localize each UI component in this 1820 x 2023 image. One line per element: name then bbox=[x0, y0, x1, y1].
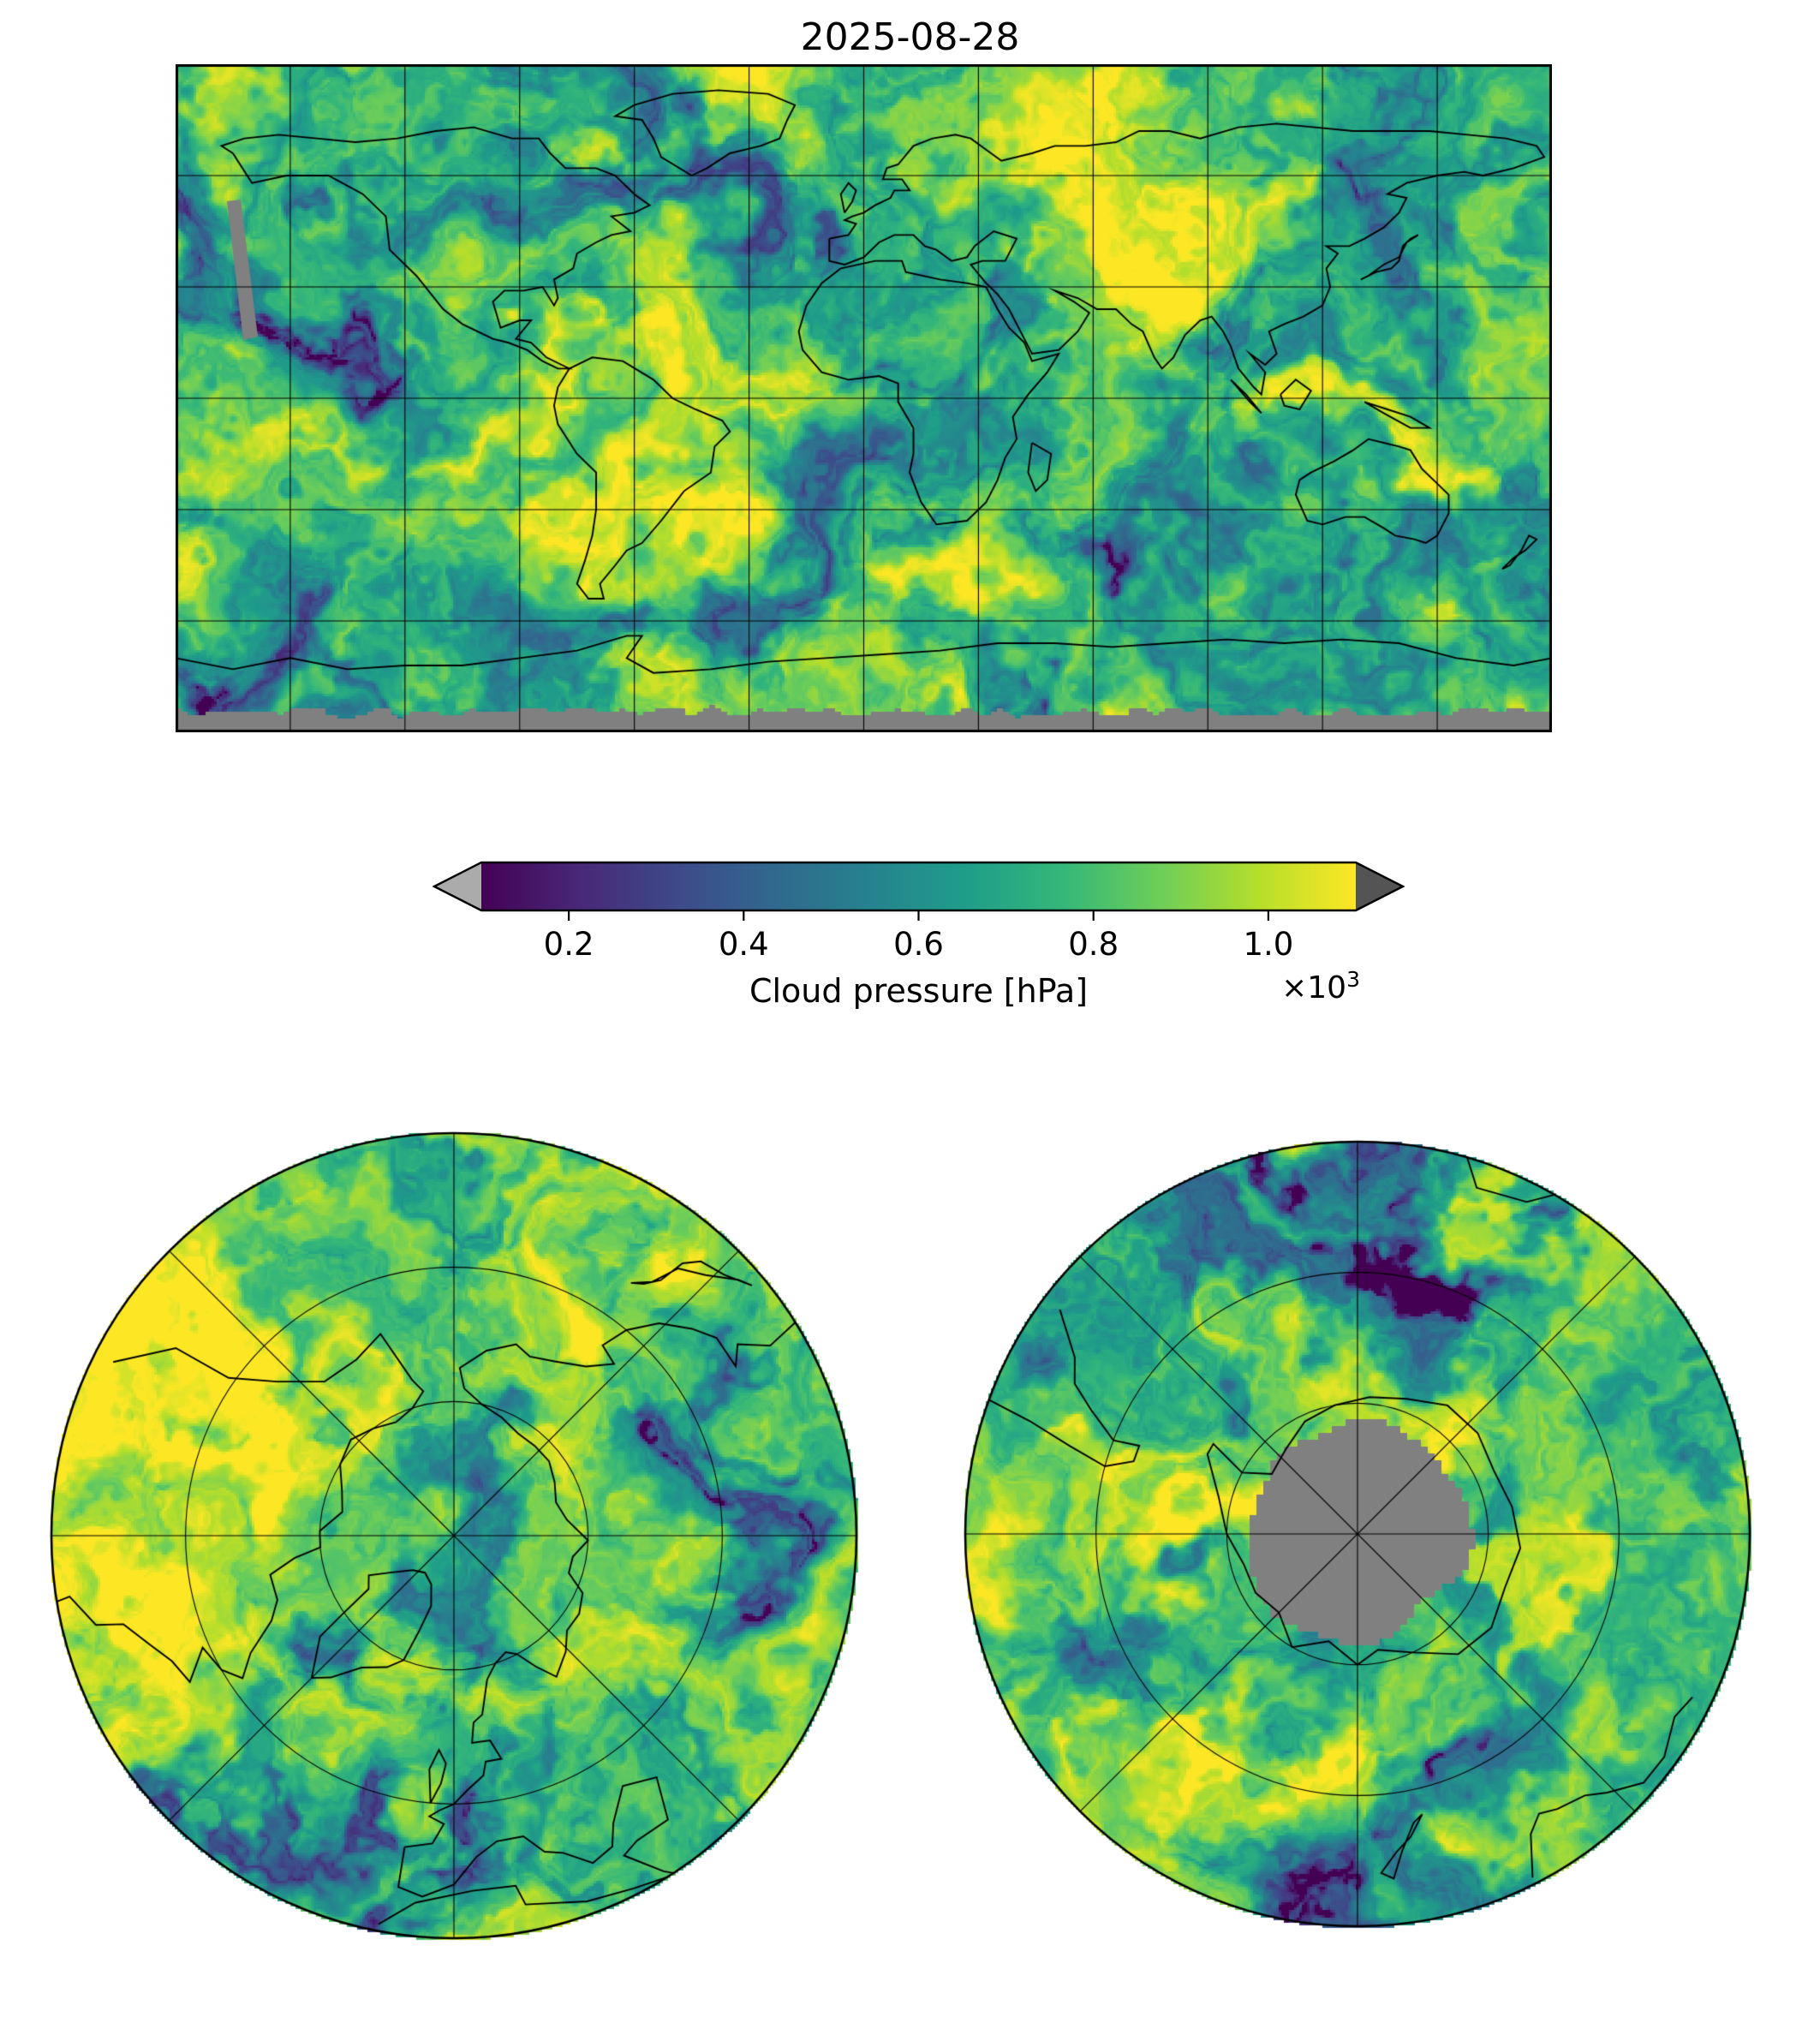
colorbar-svg bbox=[432, 861, 1405, 921]
colorbar: 0.2 0.4 0.6 0.8 1.0 Cloud pressure [hPa] ×10… bbox=[432, 861, 1405, 1023]
global-map-canvas bbox=[176, 64, 1552, 732]
colorbar-multiplier-exponent: 3 bbox=[1346, 967, 1360, 992]
colorbar-tick-label: 0.4 bbox=[718, 926, 769, 963]
global-map-panel bbox=[176, 64, 1552, 732]
colorbar-tick-label: 0.6 bbox=[893, 926, 944, 963]
colorbar-label: Cloud pressure [hPa] bbox=[749, 972, 1089, 1010]
colorbar-over-arrow bbox=[1356, 862, 1403, 910]
colorbar-outline bbox=[432, 861, 1405, 912]
north-polar-map-canvas bbox=[49, 1131, 859, 1941]
colorbar-gradient-body bbox=[481, 862, 1356, 910]
colorbar-tick-label: 0.2 bbox=[543, 926, 594, 963]
colorbar-tick-label: 0.8 bbox=[1068, 926, 1119, 963]
colorbar-under-arrow bbox=[434, 862, 481, 910]
south-polar-map-canvas bbox=[963, 1139, 1752, 1929]
colorbar-tick-label: 1.0 bbox=[1243, 926, 1294, 963]
colorbar-offset-text: ×103 bbox=[1281, 967, 1360, 1006]
colorbar-ticks: 0.2 0.4 0.6 0.8 1.0 bbox=[433, 926, 1405, 967]
figure-title: 2025-08-28 bbox=[800, 15, 1020, 59]
colorbar-multiplier-base: ×10 bbox=[1281, 970, 1347, 1006]
